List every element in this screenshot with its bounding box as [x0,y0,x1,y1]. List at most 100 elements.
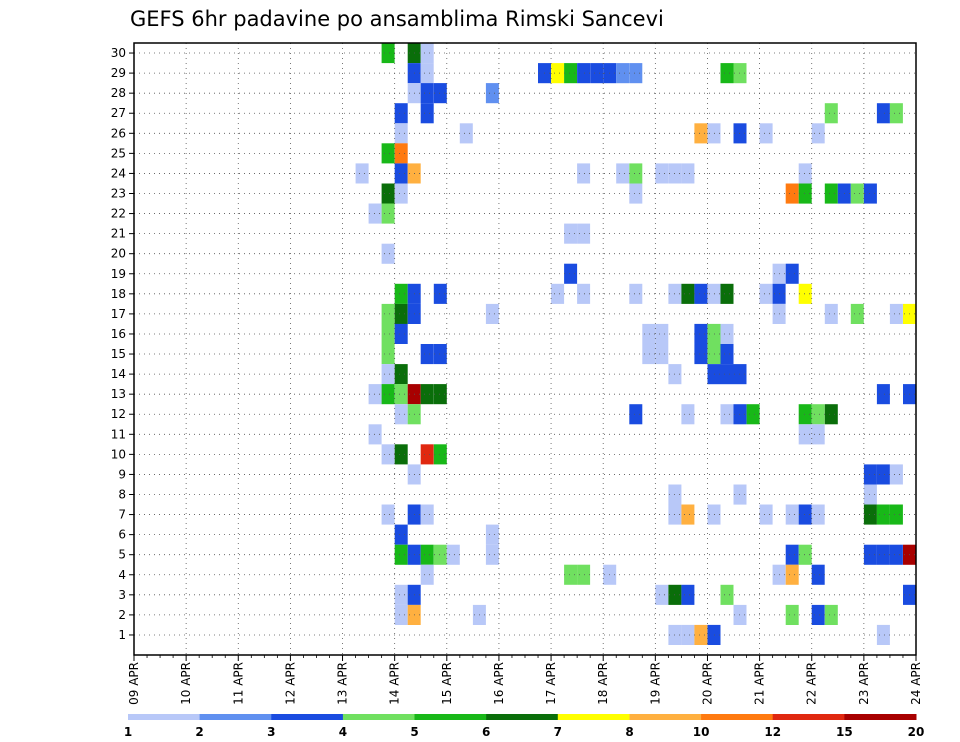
heatmap-cell [394,283,408,304]
y-tick-label: 11 [111,427,126,441]
y-tick-label: 5 [118,548,126,562]
heatmap-cell [368,424,382,445]
heatmap-cell [394,183,408,204]
heatmap-cell [798,544,812,565]
heatmap-cell [381,243,395,264]
heatmap-cell [863,464,877,485]
heatmap-cell [577,63,591,84]
heatmap-cell [824,183,838,204]
heatmap-cell [876,544,890,565]
x-tick-label: 09 APR [127,662,141,705]
x-tick-label: 16 APR [492,662,506,705]
heatmap-cell [381,344,395,365]
heatmap-cell [655,584,669,605]
heatmap-cell [746,404,760,425]
heatmap-cell [381,43,395,64]
heatmap-cell [863,504,877,525]
x-tick-label: 17 APR [544,662,558,705]
colorbar-segment [701,714,774,720]
y-tick-label: 28 [111,86,126,100]
y-tick-label: 6 [118,528,126,542]
heatmap-cell [863,183,877,204]
heatmap-cell [381,444,395,465]
heatmap-cell [863,544,877,565]
heatmap-cell [394,163,408,184]
heatmap-cell [381,504,395,525]
heatmap-cell [420,564,434,585]
heatmap-cell [564,223,578,244]
heatmap-cell [485,83,499,104]
heatmap-cell [681,504,695,525]
y-tick-label: 25 [111,146,126,160]
colorbar-segment [629,714,702,720]
heatmap-cell [694,344,708,365]
heatmap-cell [381,303,395,324]
heatmap-cell [785,183,799,204]
heatmap-cell [629,404,643,425]
heatmap-cell [433,83,447,104]
heatmap-cell [655,344,669,365]
colorbar-segment [844,714,917,720]
y-tick-label: 1 [118,628,126,642]
colorbar-segment [557,714,630,720]
y-tick-label: 20 [111,247,126,261]
heatmap-cell [485,524,499,545]
colorbar-label: 1 [124,725,132,739]
heatmap-cell [785,263,799,284]
heatmap-cell [420,344,434,365]
heatmap-cell [551,283,565,304]
heatmap-cell [824,103,838,124]
heatmap-cell [551,63,565,84]
colorbar-label: 15 [836,725,853,739]
heatmap-cell [876,504,890,525]
y-tick-label: 4 [118,568,126,582]
heatmap-cell [420,43,434,64]
x-axis: 09 APR 10 APR 11 APR 12 APR 13 APR 14 APR 15 A… [127,655,923,705]
x-tick-label: 19 APR [648,662,662,705]
heatmap-cell [720,63,734,84]
heatmap-cell [694,123,708,144]
heatmap-cell [485,544,499,565]
heatmap-cell [681,584,695,605]
heatmap-cell [616,163,630,184]
x-tick-label: 24 APR [909,662,923,705]
heatmap-cell [785,604,799,625]
heatmap-cell [655,163,669,184]
heatmap-cell [681,163,695,184]
heatmap-cell [381,323,395,344]
heatmap-cell [381,384,395,405]
y-tick-label: 9 [118,467,126,481]
colorbar-label: 20 [908,725,925,739]
heatmap-cell [485,303,499,324]
heatmap-cell [381,203,395,224]
y-tick-label: 21 [111,227,126,241]
x-tick-label: 10 APR [179,662,193,705]
heatmap-cell [616,63,630,84]
heatmap-cell [394,143,408,164]
heatmap-cell [798,424,812,445]
heatmap-cell [446,544,460,565]
heatmap-cell [433,444,447,465]
y-tick-label: 24 [111,166,126,180]
y-tick-label: 2 [118,608,126,622]
heatmap-cell [394,444,408,465]
heatmap-cell [889,464,903,485]
heatmap-cell [798,504,812,525]
heatmap-cell [564,263,578,284]
heatmap-cell [394,303,408,324]
y-tick-label: 16 [111,327,126,341]
x-tick-label: 12 APR [283,662,297,705]
heatmap-cell [681,283,695,304]
heatmap-cell [394,384,408,405]
heatmap-cell [785,564,799,585]
x-tick-label: 18 APR [596,662,610,705]
colorbar: 1 2 3 4 5 6 7 8 10 12 15 20 [124,714,925,739]
colorbar-segment [486,714,559,720]
colorbar-label: 7 [554,725,562,739]
heatmap-cell [889,103,903,124]
heatmap-cell [420,63,434,84]
heatmap-cell [759,504,773,525]
y-tick-label: 26 [111,126,126,140]
heatmap-cell [420,504,434,525]
colorbar-segment [342,714,415,720]
